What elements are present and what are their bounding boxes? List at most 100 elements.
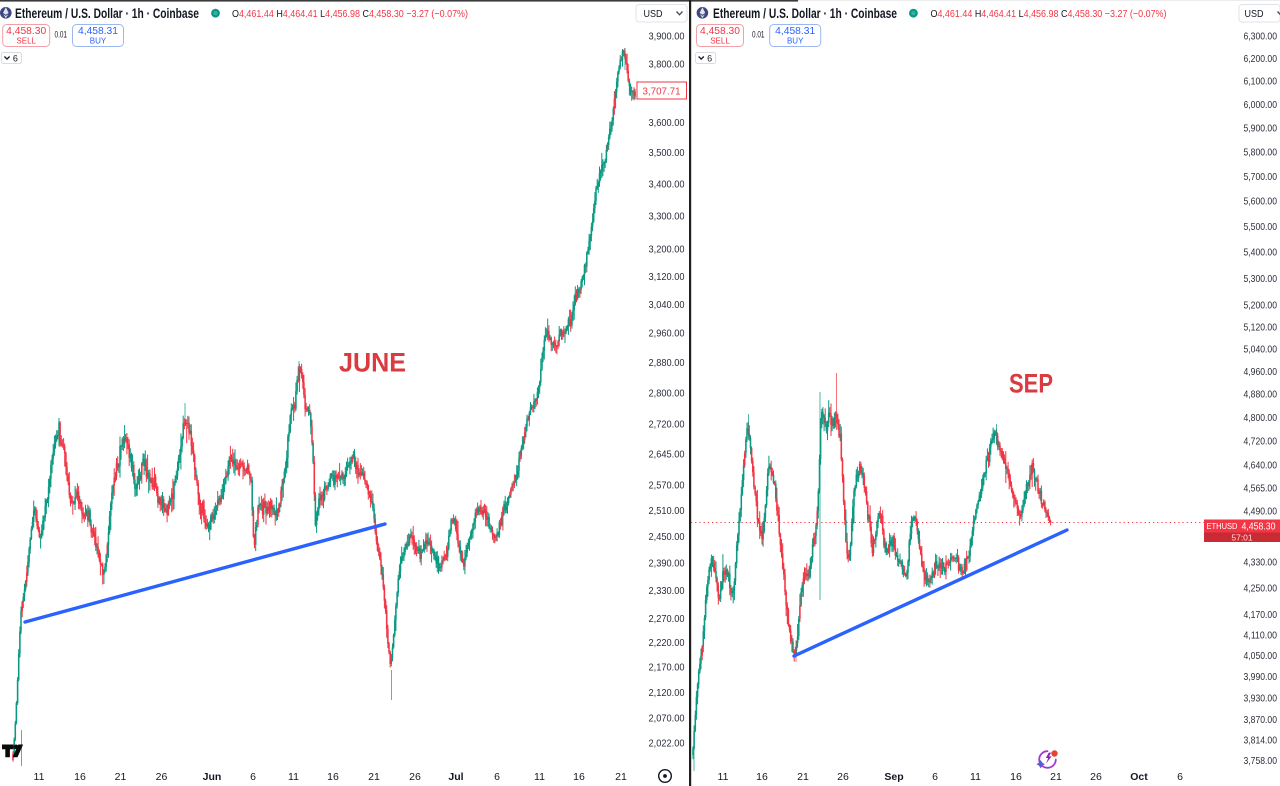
svg-text:Sep: Sep bbox=[884, 771, 903, 783]
svg-text:O4,461.44 H4,464.41 L4,456.98: O4,461.44 H4,464.41 L4,456.98 C4,458.30 … bbox=[931, 8, 1167, 20]
svg-text:11: 11 bbox=[718, 771, 729, 783]
svg-text:6: 6 bbox=[250, 771, 256, 783]
svg-text:4,170.00: 4,170.00 bbox=[1244, 609, 1278, 621]
svg-text:2,390.00: 2,390.00 bbox=[649, 558, 685, 570]
svg-text:4,458.31: 4,458.31 bbox=[775, 26, 815, 37]
svg-text:5,120.00: 5,120.00 bbox=[1244, 321, 1278, 333]
svg-text:2,170.00: 2,170.00 bbox=[649, 662, 685, 674]
svg-text:21: 21 bbox=[797, 771, 809, 783]
svg-text:5,800.00: 5,800.00 bbox=[1244, 147, 1278, 159]
svg-text:26: 26 bbox=[1090, 771, 1102, 783]
svg-text:2,800.00: 2,800.00 bbox=[649, 387, 685, 399]
svg-text:4,458.30: 4,458.30 bbox=[700, 26, 740, 37]
svg-text:3,707.71: 3,707.71 bbox=[643, 86, 681, 98]
svg-text:21: 21 bbox=[115, 771, 127, 783]
svg-text:11: 11 bbox=[34, 771, 45, 783]
svg-text:Oct: Oct bbox=[1130, 771, 1148, 783]
svg-text:6: 6 bbox=[13, 54, 18, 64]
svg-text:6,200.00: 6,200.00 bbox=[1244, 53, 1278, 65]
svg-text:6: 6 bbox=[1177, 771, 1183, 783]
svg-text:11: 11 bbox=[970, 771, 981, 783]
svg-text:BUY: BUY bbox=[787, 37, 804, 46]
svg-text:2,330.00: 2,330.00 bbox=[649, 585, 685, 597]
svg-text:0.01: 0.01 bbox=[752, 30, 765, 40]
svg-text:ETHUSD: ETHUSD bbox=[1207, 521, 1238, 531]
svg-text:3,300.00: 3,300.00 bbox=[649, 211, 685, 223]
svg-text:16: 16 bbox=[756, 771, 768, 783]
svg-text:Jun: Jun bbox=[203, 771, 222, 783]
svg-text:2,070.00: 2,070.00 bbox=[649, 713, 685, 725]
svg-text:5,300.00: 5,300.00 bbox=[1244, 273, 1278, 285]
svg-text:5,040.00: 5,040.00 bbox=[1244, 344, 1278, 356]
svg-text:3,040.00: 3,040.00 bbox=[649, 299, 685, 311]
svg-text:5,400.00: 5,400.00 bbox=[1244, 247, 1278, 259]
svg-text:JUNE: JUNE bbox=[339, 348, 406, 378]
svg-text:4,565.00: 4,565.00 bbox=[1244, 482, 1278, 494]
svg-text:5,900.00: 5,900.00 bbox=[1244, 123, 1278, 135]
svg-text:3,814.00: 3,814.00 bbox=[1244, 734, 1278, 746]
svg-text:6,000.00: 6,000.00 bbox=[1244, 99, 1278, 111]
svg-text:2,880.00: 2,880.00 bbox=[649, 357, 685, 369]
svg-text:4,330.00: 4,330.00 bbox=[1244, 556, 1278, 568]
svg-text:4,110.00: 4,110.00 bbox=[1244, 630, 1278, 642]
svg-text:3,120.00: 3,120.00 bbox=[649, 271, 685, 283]
svg-text:16: 16 bbox=[1010, 771, 1022, 783]
svg-text:4,960.00: 4,960.00 bbox=[1244, 366, 1278, 378]
svg-text:Ethereum / U.S. Dollar · 1h ·: Ethereum / U.S. Dollar · 1h · Coinbase bbox=[713, 6, 897, 21]
svg-text:26: 26 bbox=[156, 771, 168, 783]
svg-text:21: 21 bbox=[615, 771, 627, 783]
svg-text:2,450.00: 2,450.00 bbox=[649, 531, 685, 543]
svg-text:26: 26 bbox=[409, 771, 421, 783]
svg-text:6: 6 bbox=[494, 771, 500, 783]
svg-text:Ethereum / U.S. Dollar · 1h ·: Ethereum / U.S. Dollar · 1h · Coinbase bbox=[15, 6, 199, 21]
svg-text:6: 6 bbox=[707, 54, 712, 64]
svg-text:USD: USD bbox=[644, 9, 663, 20]
svg-text:3,900.00: 3,900.00 bbox=[649, 31, 685, 43]
svg-text:5,500.00: 5,500.00 bbox=[1244, 221, 1278, 233]
svg-text:2,120.00: 2,120.00 bbox=[649, 687, 685, 699]
svg-text:16: 16 bbox=[327, 771, 339, 783]
svg-text:2,645.00: 2,645.00 bbox=[649, 449, 685, 461]
svg-text:SELL: SELL bbox=[710, 37, 730, 46]
svg-text:4,800.00: 4,800.00 bbox=[1244, 412, 1278, 424]
svg-text:16: 16 bbox=[573, 771, 585, 783]
svg-text:3,400.00: 3,400.00 bbox=[649, 178, 685, 190]
svg-text:4,490.00: 4,490.00 bbox=[1244, 506, 1278, 518]
svg-text:4,250.00: 4,250.00 bbox=[1244, 583, 1278, 595]
svg-text:2,720.00: 2,720.00 bbox=[649, 419, 685, 431]
svg-text:4,050.00: 4,050.00 bbox=[1244, 650, 1278, 662]
svg-text:2,510.00: 2,510.00 bbox=[649, 505, 685, 517]
svg-text:4,458.30: 4,458.30 bbox=[1242, 522, 1276, 533]
svg-text:6,100.00: 6,100.00 bbox=[1244, 76, 1278, 88]
svg-text:4,458.30: 4,458.30 bbox=[6, 26, 46, 37]
svg-text:2,220.00: 2,220.00 bbox=[649, 637, 685, 649]
svg-text:2,960.00: 2,960.00 bbox=[649, 328, 685, 340]
svg-text:Jul: Jul bbox=[448, 771, 463, 783]
svg-text:3,990.00: 3,990.00 bbox=[1244, 671, 1278, 683]
svg-text:4,458.31: 4,458.31 bbox=[78, 26, 118, 37]
svg-text:4,640.00: 4,640.00 bbox=[1244, 459, 1278, 471]
svg-text:0.01: 0.01 bbox=[55, 30, 68, 40]
svg-text:57:01: 57:01 bbox=[1231, 533, 1253, 543]
svg-text:6,300.00: 6,300.00 bbox=[1244, 31, 1278, 43]
svg-text:3,758.00: 3,758.00 bbox=[1244, 755, 1278, 767]
svg-text:11: 11 bbox=[288, 771, 299, 783]
svg-text:5,700.00: 5,700.00 bbox=[1244, 171, 1278, 183]
svg-text:5,200.00: 5,200.00 bbox=[1244, 300, 1278, 312]
svg-text:3,500.00: 3,500.00 bbox=[649, 147, 685, 159]
svg-text:SEP: SEP bbox=[1009, 369, 1053, 399]
svg-text:5,600.00: 5,600.00 bbox=[1244, 196, 1278, 208]
svg-text:11: 11 bbox=[534, 771, 545, 783]
svg-text:USD: USD bbox=[1245, 9, 1264, 20]
svg-text:16: 16 bbox=[74, 771, 86, 783]
svg-text:3,200.00: 3,200.00 bbox=[649, 244, 685, 256]
svg-text:BUY: BUY bbox=[90, 37, 107, 46]
svg-text:21: 21 bbox=[1050, 771, 1062, 783]
svg-text:26: 26 bbox=[837, 771, 849, 783]
svg-text:3,930.00: 3,930.00 bbox=[1244, 692, 1278, 704]
svg-text:4,720.00: 4,720.00 bbox=[1244, 436, 1278, 448]
svg-text:SELL: SELL bbox=[16, 37, 36, 46]
svg-text:6: 6 bbox=[932, 771, 938, 783]
svg-text:2,570.00: 2,570.00 bbox=[649, 480, 685, 492]
svg-text:21: 21 bbox=[368, 771, 380, 783]
